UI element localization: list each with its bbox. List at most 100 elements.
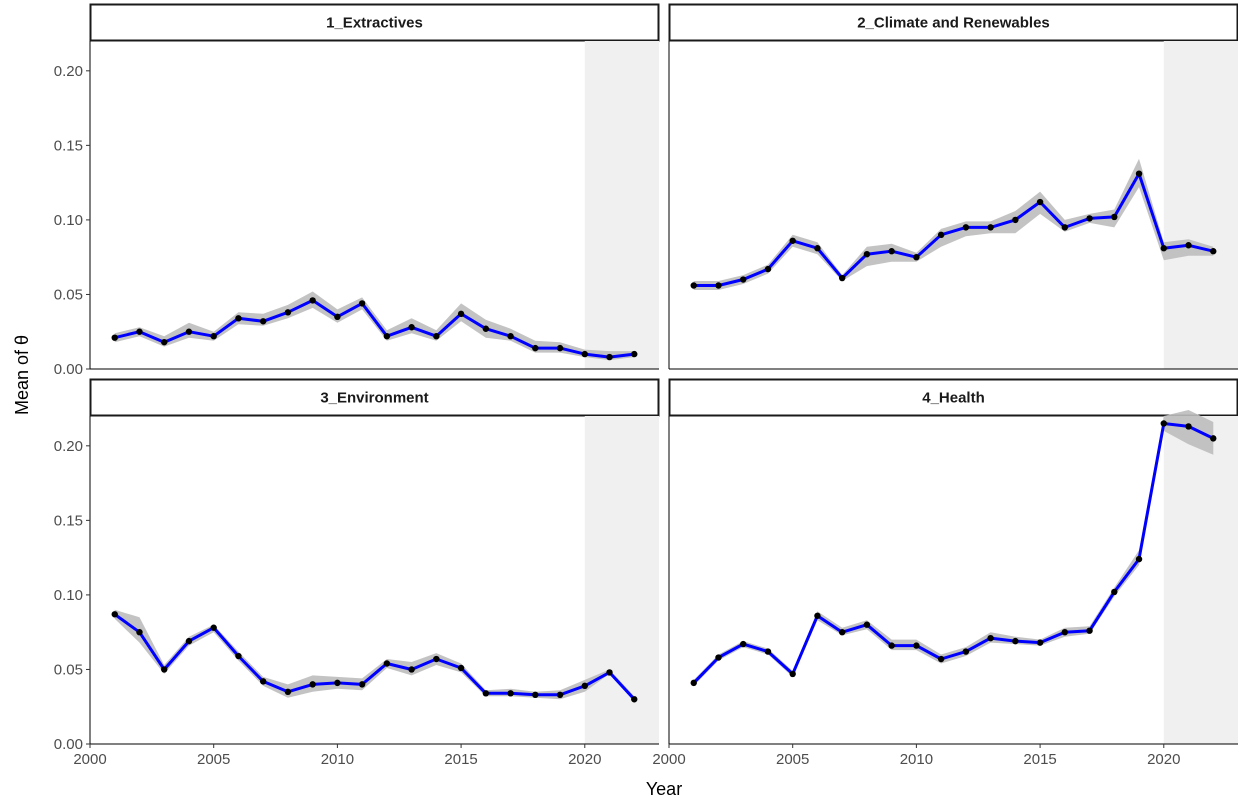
panel-strip bbox=[668, 378, 1238, 417]
data-point bbox=[764, 648, 772, 655]
data-point bbox=[334, 313, 341, 321]
confidence-band bbox=[114, 609, 635, 701]
data-point bbox=[284, 688, 292, 696]
data-point bbox=[937, 655, 945, 663]
data-point bbox=[1210, 435, 1217, 442]
data-point bbox=[913, 642, 920, 649]
data-point bbox=[309, 297, 316, 304]
data-point bbox=[1185, 423, 1192, 430]
data-point bbox=[690, 282, 697, 289]
panel-strip bbox=[89, 3, 660, 42]
data-point bbox=[358, 300, 366, 307]
y-axis-title: Mean of θ bbox=[12, 335, 32, 415]
shaded-region bbox=[1163, 416, 1238, 744]
data-point bbox=[235, 652, 242, 660]
data-point bbox=[1086, 215, 1093, 222]
confidence-band bbox=[114, 291, 635, 361]
data-point bbox=[581, 350, 588, 358]
data-point bbox=[606, 669, 613, 676]
shaded-region bbox=[1163, 41, 1238, 369]
panel-2: 2_Climate and Renewables bbox=[668, 3, 1238, 370]
x-tick-label: 2005 bbox=[776, 751, 809, 768]
panel-title: 3_Environment bbox=[320, 390, 428, 407]
data-point bbox=[863, 251, 871, 258]
data-point bbox=[1036, 639, 1044, 646]
data-point bbox=[556, 691, 564, 698]
data-point bbox=[408, 324, 415, 331]
data-point bbox=[715, 654, 722, 661]
data-point bbox=[740, 276, 747, 283]
shaded-region bbox=[584, 416, 659, 744]
x-tick-label: 2010 bbox=[900, 751, 933, 768]
x-tick-label: 2000 bbox=[652, 751, 685, 768]
data-point bbox=[715, 282, 722, 289]
data-point bbox=[259, 678, 267, 685]
y-tick-label: 0.05 bbox=[54, 286, 83, 303]
data-point bbox=[1185, 242, 1192, 249]
data-point bbox=[838, 628, 846, 636]
data-point bbox=[987, 634, 994, 642]
data-point bbox=[334, 679, 341, 687]
panel-1: 1_Extractives 0.00 0.05 0.10 0.15 0.20 bbox=[54, 3, 660, 378]
data-point bbox=[789, 237, 796, 244]
data-point bbox=[1160, 245, 1167, 252]
data-point bbox=[814, 245, 821, 252]
data-point bbox=[161, 338, 168, 346]
data-point bbox=[185, 637, 193, 645]
data-point bbox=[631, 696, 638, 703]
data-point bbox=[482, 325, 490, 332]
panel-4: 4_Health 2000 2005 2010 2015 2020 bbox=[652, 378, 1238, 768]
data-point bbox=[962, 224, 970, 231]
data-point bbox=[235, 315, 242, 322]
y-tick-label: 0.15 bbox=[54, 137, 83, 154]
y-tick-label: 0.00 bbox=[54, 361, 83, 378]
data-point bbox=[507, 690, 514, 697]
data-point bbox=[259, 318, 267, 325]
data-point bbox=[457, 310, 465, 318]
panel-3: 3_Environment 0.00 0.05 0.10 0.15 0.20 2000 200… bbox=[54, 378, 660, 768]
y-tick-label: 0.20 bbox=[54, 63, 83, 80]
data-point bbox=[210, 624, 217, 631]
data-point bbox=[814, 612, 821, 619]
data-point bbox=[690, 679, 697, 687]
data-point bbox=[1135, 170, 1143, 177]
data-point bbox=[1160, 420, 1167, 427]
data-point bbox=[532, 344, 539, 352]
data-point bbox=[383, 660, 391, 667]
y-tick-label: 0.05 bbox=[54, 661, 83, 678]
data-point bbox=[482, 690, 490, 697]
x-tick-label: 2015 bbox=[444, 751, 477, 768]
confidence-band bbox=[693, 410, 1214, 686]
data-point bbox=[962, 648, 970, 655]
y-tick-label: 0.10 bbox=[54, 587, 83, 604]
data-point bbox=[789, 670, 796, 678]
data-point bbox=[507, 333, 514, 340]
data-point bbox=[136, 328, 143, 335]
panel-title: 2_Climate and Renewables bbox=[857, 15, 1050, 32]
data-point bbox=[556, 344, 564, 352]
data-point bbox=[1012, 637, 1019, 645]
series-line bbox=[693, 172, 1214, 287]
data-point bbox=[111, 611, 118, 618]
data-point bbox=[987, 224, 994, 231]
data-point bbox=[1135, 555, 1143, 563]
panel-strip bbox=[89, 378, 660, 417]
data-point bbox=[433, 333, 440, 340]
series-line bbox=[113, 613, 636, 701]
x-tick-label: 2010 bbox=[321, 751, 354, 768]
data-point bbox=[433, 655, 440, 663]
x-tick-label: 2020 bbox=[1147, 751, 1180, 768]
data-point bbox=[358, 681, 366, 688]
data-point bbox=[383, 333, 391, 340]
panel-title: 4_Health bbox=[922, 390, 985, 407]
data-point bbox=[740, 640, 747, 648]
data-point bbox=[1111, 588, 1118, 596]
data-point bbox=[408, 666, 415, 673]
data-point bbox=[136, 628, 143, 636]
y-tick-label: 0.00 bbox=[54, 736, 83, 753]
data-point bbox=[111, 334, 118, 341]
data-point bbox=[210, 333, 217, 340]
series-line bbox=[692, 422, 1214, 684]
data-point bbox=[1036, 198, 1044, 206]
